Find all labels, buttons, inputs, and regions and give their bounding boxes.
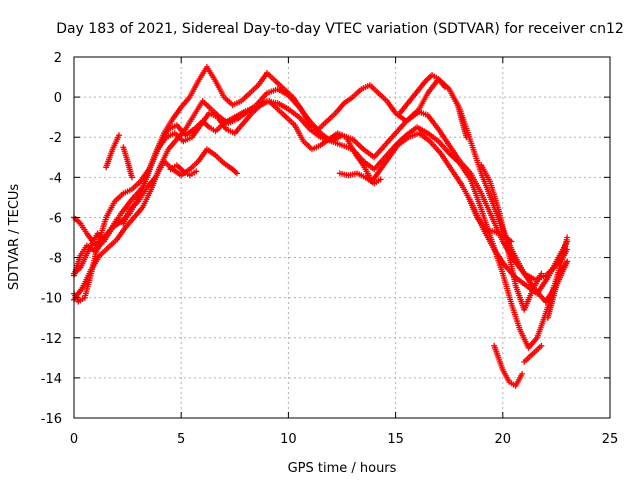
x-tick-label: 20 bbox=[495, 432, 512, 447]
data-point bbox=[193, 168, 200, 175]
plot-frame bbox=[73, 56, 611, 419]
data-point bbox=[538, 270, 545, 277]
y-tick-label: 0 bbox=[54, 91, 62, 106]
series-track-6 bbox=[103, 132, 123, 171]
data-point bbox=[463, 134, 470, 141]
series-track-14 bbox=[521, 342, 545, 365]
data-point bbox=[564, 238, 571, 245]
series-track-12 bbox=[465, 194, 515, 245]
series-track-9 bbox=[336, 170, 384, 187]
y-tick-label: -8 bbox=[49, 252, 62, 267]
y-tick-label: -6 bbox=[49, 211, 62, 226]
y-tick-label: -4 bbox=[49, 171, 62, 186]
data-marks bbox=[71, 64, 571, 389]
y-axis-label: SDTVAR / TECUs bbox=[7, 184, 22, 291]
y-tick-label: -16 bbox=[41, 412, 62, 427]
data-point bbox=[377, 176, 384, 183]
x-tick-label: 25 bbox=[602, 432, 619, 447]
series-track-7 bbox=[120, 144, 135, 181]
data-point bbox=[519, 370, 526, 377]
x-tick-label: 15 bbox=[387, 432, 404, 447]
chart-title: Day 183 of 2021, Sidereal Day-to-day VTE… bbox=[56, 21, 624, 37]
axis-ticks: 0 5 10 15 20 25 -16 -14 -12 -10 -8 -6 -4 -2 0 2 bbox=[41, 51, 619, 447]
x-axis-label: GPS time / hours bbox=[288, 461, 397, 476]
series-track-13 bbox=[491, 342, 526, 389]
data-point bbox=[538, 342, 545, 349]
series-track-11 bbox=[448, 90, 470, 141]
y-tick-label: -12 bbox=[41, 332, 62, 347]
y-tick-label: -2 bbox=[49, 131, 62, 146]
data-point bbox=[441, 84, 448, 91]
y-tick-label: 2 bbox=[54, 51, 62, 66]
x-tick-label: 5 bbox=[177, 432, 185, 447]
x-tick-label: 0 bbox=[70, 432, 78, 447]
y-tick-label: -10 bbox=[41, 292, 62, 307]
data-point bbox=[508, 238, 515, 245]
data-point bbox=[233, 170, 240, 177]
series-track-10 bbox=[396, 72, 448, 117]
x-tick-label: 10 bbox=[280, 432, 297, 447]
series-track-8 bbox=[167, 162, 200, 179]
series-track-16 bbox=[478, 162, 545, 313]
data-point bbox=[116, 132, 123, 139]
series-track-5 bbox=[71, 146, 240, 279]
data-point bbox=[128, 174, 135, 181]
y-tick-label: -14 bbox=[41, 372, 62, 387]
series-track-15 bbox=[544, 258, 571, 321]
data-point bbox=[564, 258, 571, 265]
